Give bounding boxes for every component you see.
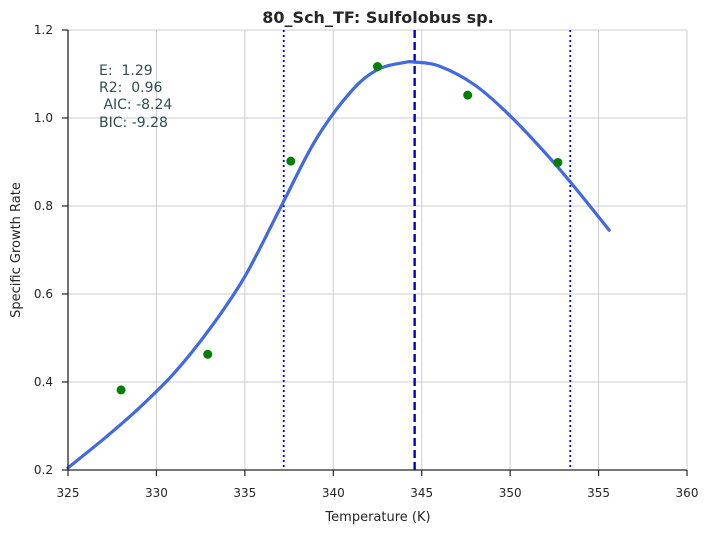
- data-points: [116, 62, 563, 395]
- x-axis-label: Temperature (K): [324, 510, 430, 525]
- x-tick-label-1: 330: [145, 486, 168, 500]
- x-tick-label-2: 335: [233, 486, 256, 500]
- x-tick-label-7: 360: [676, 486, 699, 500]
- data-point-4: [463, 90, 473, 100]
- fit-statistics: E: 1.29 R2: 0.96 AIC: -8.24 BIC: -9.28: [99, 63, 172, 131]
- data-point-0: [116, 385, 126, 395]
- y-tick-label-3: 0.8: [34, 199, 53, 213]
- data-point-1: [203, 349, 213, 359]
- stat-aic: AIC: -8.24: [99, 97, 172, 113]
- data-point-3: [373, 62, 382, 72]
- chart-title: 80_Sch_TF: Sulfolobus sp.: [262, 8, 493, 27]
- x-tick-label-4: 345: [410, 486, 433, 500]
- stat-bic: BIC: -9.28: [99, 115, 168, 131]
- reference-lines: [282, 30, 572, 470]
- y-ticks: 0.2 0.4 0.6 0.8 1.0 1.2: [34, 23, 68, 477]
- x-tick-label-6: 355: [587, 486, 610, 500]
- x-tick-label-5: 350: [499, 486, 522, 500]
- y-tick-label-0: 0.2: [34, 463, 53, 477]
- y-tick-label-5: 1.2: [34, 23, 53, 37]
- data-point-2: [286, 156, 296, 166]
- axes: [67, 30, 687, 471]
- data-point-5: [553, 157, 563, 167]
- x-ticks: 325 330 335 340 345 350 355 360: [57, 470, 699, 500]
- y-axis-label: Specific Growth Rate: [9, 182, 24, 318]
- stat-r2: R2: 0.96: [99, 80, 163, 96]
- grid-lines: [67, 29, 688, 471]
- y-tick-label-4: 1.0: [34, 111, 53, 125]
- x-tick-label-0: 325: [57, 486, 80, 500]
- fit-curve-line: [66, 60, 611, 470]
- stat-e: E: 1.29: [99, 63, 153, 79]
- y-tick-label-2: 0.6: [34, 287, 53, 301]
- y-tick-label-1: 0.4: [34, 375, 53, 389]
- x-tick-label-3: 340: [322, 486, 345, 500]
